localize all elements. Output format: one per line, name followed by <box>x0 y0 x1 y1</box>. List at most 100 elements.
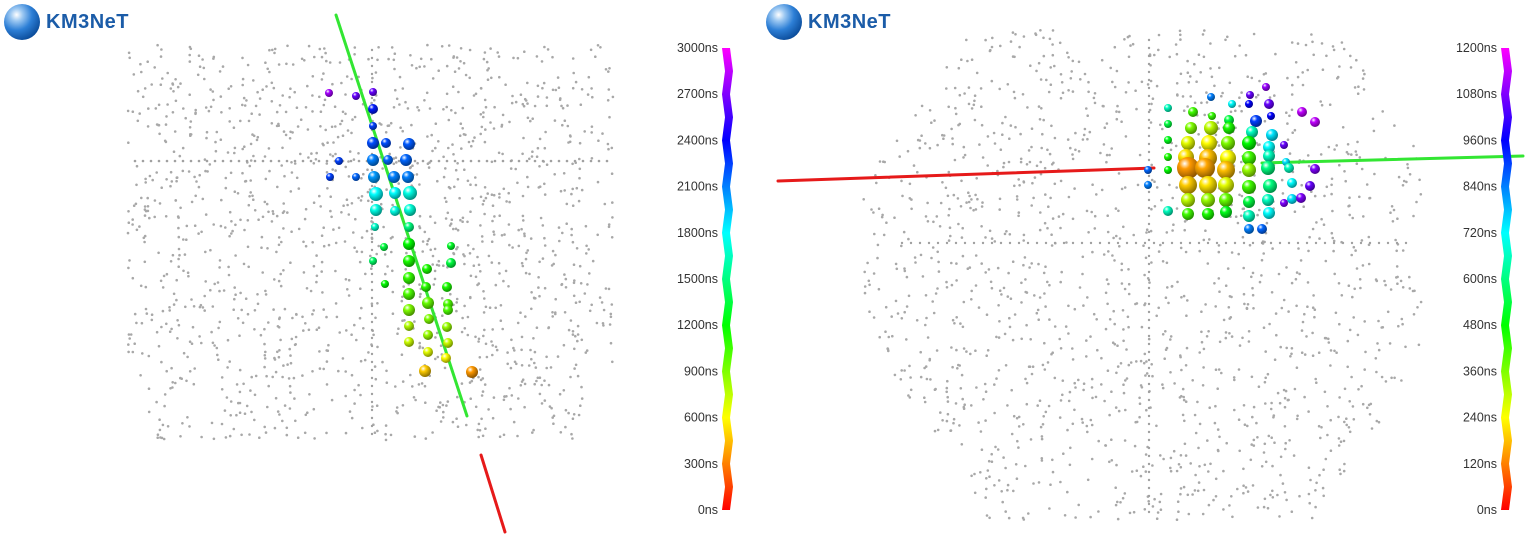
detector-dom-dot <box>1147 390 1151 394</box>
detector-dom-dot <box>953 322 956 325</box>
detector-dom-dot <box>450 218 454 221</box>
detector-dom-dot <box>975 71 979 75</box>
detector-dom-dot <box>1268 322 1271 326</box>
detector-dom-dot <box>1375 370 1378 374</box>
detector-dom-dot <box>1393 124 1396 127</box>
detector-dom-dot <box>325 315 328 319</box>
detector-dom-dot <box>418 283 421 286</box>
detector-dom-dot <box>1011 31 1015 34</box>
detector-dom-dot <box>571 204 575 207</box>
detector-dom-dot <box>1174 144 1178 148</box>
detector-dom-dot <box>580 338 584 342</box>
detector-dom-dot <box>1263 380 1267 384</box>
detector-dom-dot <box>483 98 487 102</box>
detector-dom-dot <box>306 84 309 88</box>
detector-dom-dot <box>219 224 223 228</box>
detector-dom-dot <box>905 275 909 279</box>
detector-dom-dot <box>1322 494 1325 498</box>
detector-dom-dot <box>1116 365 1120 368</box>
detector-dom-dot <box>191 325 195 329</box>
detector-dom-dot <box>1240 194 1244 198</box>
detector-dom-dot <box>907 294 911 298</box>
detector-dom-dot <box>543 399 547 402</box>
hit-sphere <box>400 154 412 166</box>
detector-dom-dot <box>171 83 175 86</box>
detector-dom-dot <box>952 193 956 197</box>
detector-dom-dot <box>609 341 613 345</box>
detector-dom-dot <box>319 205 323 208</box>
detector-dom-dot <box>164 215 168 218</box>
detector-dom-dot <box>1252 444 1256 447</box>
detector-dom-dot <box>490 160 494 164</box>
detector-dom-dot <box>1193 413 1197 417</box>
detector-dom-dot <box>336 135 340 139</box>
detector-dom-dot <box>155 400 158 404</box>
detector-dom-dot <box>160 186 163 189</box>
detector-dom-dot <box>916 170 919 174</box>
detector-dom-dot <box>1022 233 1026 237</box>
detector-dom-dot <box>1061 212 1065 216</box>
detector-dom-dot <box>1046 148 1049 152</box>
detector-dom-dot <box>1138 396 1141 400</box>
detector-dom-dot <box>1337 282 1341 285</box>
detector-dom-dot <box>511 94 514 98</box>
colorbar-tick-label: 2700ns <box>677 87 718 101</box>
detector-dom-dot <box>977 421 980 424</box>
detector-dom-dot <box>435 331 439 335</box>
detector-dom-dot <box>1307 164 1311 168</box>
detector-dom-dot <box>213 282 216 286</box>
detector-dom-dot <box>1290 108 1294 112</box>
detector-dom-dot <box>1169 338 1172 341</box>
detector-dom-dot <box>1186 71 1190 74</box>
detector-dom-dot <box>529 237 533 240</box>
detector-dom-dot <box>295 106 299 109</box>
detector-dom-dot <box>371 221 375 224</box>
detector-dom-dot <box>474 92 478 96</box>
detector-dom-dot <box>501 159 505 163</box>
detector-dom-dot <box>1094 395 1098 399</box>
detector-dom-dot <box>1071 90 1075 93</box>
detector-dom-dot <box>556 355 560 358</box>
detector-dom-dot <box>1179 354 1182 357</box>
detector-dom-dot <box>166 103 169 106</box>
detector-dom-dot <box>344 112 347 116</box>
detector-dom-dot <box>370 272 374 276</box>
detector-dom-dot <box>332 228 335 231</box>
detector-dom-dot <box>384 424 388 427</box>
detector-dom-dot <box>551 88 555 92</box>
detector-dom-dot <box>950 346 953 349</box>
detector-dom-dot <box>1133 444 1137 448</box>
detector-dom-dot <box>478 429 482 432</box>
detector-dom-dot <box>1289 355 1292 358</box>
hit-sphere <box>1310 117 1320 127</box>
detector-dom-dot <box>446 211 450 215</box>
detector-dom-dot <box>352 158 356 161</box>
detector-dom-dot <box>1029 338 1032 341</box>
detector-dom-dot <box>286 363 289 366</box>
detector-dom-dot <box>370 248 374 252</box>
detector-dom-dot <box>504 269 508 273</box>
detector-dom-dot <box>978 143 981 146</box>
detector-dom-dot <box>132 204 136 207</box>
detector-dom-dot <box>957 66 961 70</box>
detector-dom-dot <box>1215 241 1219 245</box>
detector-dom-dot <box>1331 236 1334 240</box>
detector-dom-dot <box>242 262 246 266</box>
detector-dom-dot <box>1323 390 1327 394</box>
detector-dom-dot <box>925 377 929 381</box>
detector-dom-dot <box>1288 152 1292 155</box>
detector-dom-dot <box>937 270 941 273</box>
detector-dom-dot <box>874 174 877 177</box>
detector-dom-dot <box>1297 247 1300 250</box>
detector-dom-dot <box>265 85 268 88</box>
detector-dom-dot <box>220 422 224 426</box>
detector-dom-dot <box>1059 399 1063 402</box>
detector-dom-dot <box>359 199 363 202</box>
detector-dom-dot <box>1022 35 1026 38</box>
detector-dom-dot <box>597 139 600 142</box>
detector-dom-dot <box>463 168 466 171</box>
detector-dom-dot <box>565 222 568 225</box>
detector-dom-dot <box>1294 277 1298 281</box>
detector-dom-dot <box>426 135 429 138</box>
detector-dom-dot <box>1359 286 1362 290</box>
